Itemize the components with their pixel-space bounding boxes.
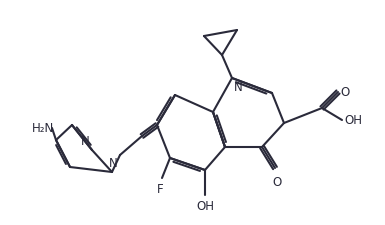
Text: OH: OH	[344, 113, 362, 126]
Text: O: O	[340, 86, 349, 99]
Text: H₂N: H₂N	[32, 122, 54, 135]
Text: N: N	[109, 157, 118, 170]
Text: OH: OH	[196, 200, 214, 213]
Text: O: O	[272, 176, 281, 189]
Text: F: F	[157, 183, 163, 196]
Text: N: N	[234, 81, 243, 94]
Text: N: N	[81, 135, 90, 148]
